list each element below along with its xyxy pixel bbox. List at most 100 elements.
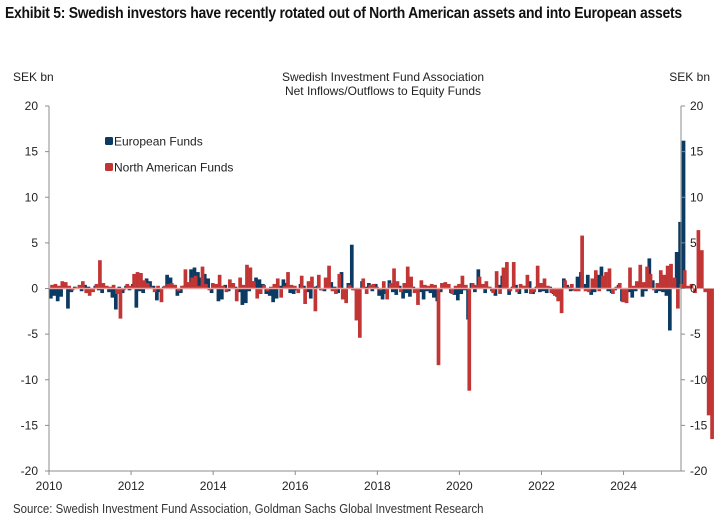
north-american-funds-bar bbox=[552, 288, 557, 296]
european-funds-bar bbox=[349, 244, 354, 289]
north-american-funds-bar bbox=[327, 265, 331, 289]
european-funds-bar bbox=[278, 285, 282, 289]
north-american-funds-bar bbox=[234, 288, 239, 302]
north-american-funds-bar bbox=[593, 270, 598, 289]
north-american-funds-bar bbox=[115, 288, 119, 294]
north-american-funds-bar bbox=[669, 263, 673, 289]
european-funds-bar bbox=[432, 288, 436, 298]
north-american-funds-bar bbox=[289, 284, 294, 289]
north-american-funds-bar bbox=[580, 235, 584, 289]
european-funds-bar bbox=[408, 288, 412, 297]
european-funds-bar bbox=[274, 288, 279, 299]
north-american-funds-bar bbox=[248, 267, 253, 289]
north-american-funds-bar bbox=[641, 282, 646, 289]
north-american-funds-bar bbox=[57, 285, 61, 289]
north-american-funds-bar bbox=[682, 270, 687, 289]
north-american-funds-bar bbox=[385, 288, 390, 300]
european-funds-bar bbox=[541, 288, 546, 292]
north-american-funds-bar bbox=[303, 288, 307, 305]
european-funds-bar bbox=[657, 288, 662, 292]
north-american-funds-bar bbox=[436, 288, 441, 366]
north-american-funds-bar bbox=[50, 284, 54, 289]
european-funds-bar bbox=[305, 288, 310, 293]
european-funds-bar bbox=[66, 288, 70, 309]
european-funds-bar bbox=[589, 288, 594, 295]
european-funds-bar bbox=[626, 288, 631, 293]
european-funds-bar bbox=[650, 280, 655, 289]
north-american-funds-bar bbox=[412, 288, 417, 294]
north-american-funds-bar bbox=[190, 277, 195, 289]
north-american-funds-bar bbox=[340, 288, 345, 300]
north-american-funds-bar bbox=[275, 278, 280, 289]
north-american-funds-bar bbox=[163, 285, 167, 289]
european-funds-bar bbox=[473, 288, 477, 293]
european-funds-bar bbox=[647, 258, 652, 289]
x-tick-label: 2018 bbox=[364, 479, 391, 493]
exhibit-title: Exhibit 5: Swedish investors have recent… bbox=[5, 5, 682, 22]
european-funds-bar bbox=[339, 272, 344, 289]
european-funds-bar bbox=[373, 283, 378, 289]
european-funds-bar bbox=[52, 288, 57, 296]
north-american-funds-bar bbox=[392, 268, 396, 289]
north-american-funds-bar bbox=[559, 288, 564, 314]
north-american-funds-bar bbox=[443, 282, 448, 289]
north-american-funds-bar bbox=[306, 281, 311, 289]
european-funds-bar bbox=[107, 288, 111, 293]
north-american-funds-bar bbox=[87, 288, 92, 296]
north-american-funds-bar bbox=[313, 288, 318, 312]
y-tick-label-right: 20 bbox=[690, 99, 704, 113]
north-american-funds-bar bbox=[200, 266, 205, 289]
north-american-funds-bar bbox=[262, 284, 266, 289]
european-funds-bar bbox=[220, 288, 224, 300]
european-funds-bar bbox=[452, 288, 457, 295]
north-american-funds-bar bbox=[70, 288, 75, 291]
north-american-funds-bar bbox=[221, 285, 225, 289]
y-tick-label-left: 20 bbox=[25, 99, 39, 113]
north-american-funds-bar bbox=[149, 286, 154, 289]
north-american-funds-bar bbox=[156, 285, 160, 289]
north-american-funds-bar bbox=[186, 282, 191, 289]
north-american-funds-bar bbox=[364, 288, 369, 294]
north-american-funds-bar bbox=[169, 283, 174, 289]
european-funds-bar bbox=[271, 288, 275, 303]
north-american-funds-bar bbox=[128, 285, 133, 289]
north-american-funds-bar bbox=[125, 283, 130, 289]
north-american-funds-bar bbox=[665, 265, 670, 289]
north-american-funds-bar bbox=[624, 288, 629, 304]
european-funds-bar bbox=[127, 288, 132, 291]
north-american-funds-bar bbox=[409, 276, 413, 289]
european-funds-bar bbox=[524, 288, 529, 294]
north-american-funds-bar bbox=[265, 288, 270, 292]
north-american-funds-bar bbox=[351, 288, 355, 291]
north-american-funds-bar bbox=[600, 275, 605, 289]
north-american-funds-bar bbox=[60, 281, 65, 289]
north-american-funds-bar bbox=[258, 288, 263, 294]
north-american-funds-bar bbox=[255, 288, 260, 299]
european-funds-bar bbox=[582, 283, 587, 289]
north-american-funds-bar bbox=[357, 288, 362, 338]
north-american-funds-bar bbox=[638, 264, 643, 289]
north-american-funds-bar bbox=[371, 283, 376, 289]
x-tick-label: 2012 bbox=[118, 479, 145, 493]
north-american-funds-bar bbox=[91, 288, 95, 293]
european-funds-bar bbox=[237, 288, 241, 293]
north-american-funds-bar bbox=[104, 285, 109, 289]
north-american-funds-bar bbox=[94, 283, 99, 289]
european-funds-bar bbox=[312, 286, 317, 289]
north-american-funds-bar bbox=[699, 250, 704, 289]
north-american-funds-bar bbox=[347, 284, 352, 289]
y-tick-label-right: -15 bbox=[690, 418, 708, 432]
north-american-funds-bar bbox=[501, 267, 506, 289]
north-american-funds-bar bbox=[361, 278, 366, 289]
north-american-funds-bar bbox=[464, 284, 468, 289]
north-american-funds-bar bbox=[573, 288, 578, 292]
north-american-funds-bar bbox=[532, 288, 537, 293]
north-american-funds-bar bbox=[416, 288, 420, 305]
european-funds-bar bbox=[202, 273, 207, 289]
north-american-funds-bar bbox=[286, 272, 290, 289]
legend-swatch-north-american bbox=[105, 163, 113, 171]
north-american-funds-bar bbox=[440, 283, 444, 289]
north-american-funds-bar bbox=[241, 284, 246, 289]
european-funds-bar bbox=[134, 288, 139, 308]
